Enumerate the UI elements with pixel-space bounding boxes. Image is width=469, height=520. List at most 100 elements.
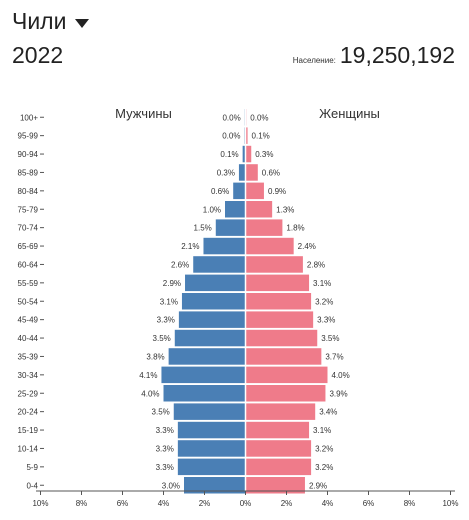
bar-male [177, 421, 246, 439]
bar-male [193, 256, 246, 273]
data-label-female: 3.5% [321, 334, 339, 343]
bar-female [245, 421, 310, 439]
bar-male [233, 182, 246, 200]
data-label-female: 4.0% [332, 371, 350, 380]
data-label-female: 0.0% [250, 113, 268, 122]
bar-female [245, 201, 273, 218]
data-label-male: 4.0% [141, 389, 159, 398]
age-label: 60-64 [18, 260, 39, 269]
bar-female [245, 458, 312, 476]
age-label: 80-84 [18, 187, 39, 196]
bar-male [185, 274, 246, 292]
bar-male [238, 164, 246, 181]
population-block: Население: 19,250,192 [293, 42, 455, 69]
data-label-male: 0.6% [211, 187, 229, 196]
data-label-male: 4.1% [139, 371, 157, 380]
age-label: 95-99 [18, 132, 39, 141]
data-label-male: 3.3% [156, 426, 174, 435]
bar-male [178, 311, 246, 328]
data-label-male: 1.5% [194, 224, 212, 233]
data-label-male: 3.3% [157, 316, 175, 325]
age-label: 30-34 [18, 371, 39, 380]
data-label-female: 3.2% [315, 463, 333, 472]
bar-female [245, 477, 305, 494]
x-tick-label: 2% [199, 499, 211, 508]
age-label: 85-89 [18, 168, 39, 177]
age-label: 70-74 [18, 224, 39, 233]
data-label-male: 2.9% [163, 279, 181, 288]
data-label-female: 3.2% [315, 297, 333, 306]
bar-female [245, 219, 283, 236]
age-label: 10-14 [18, 444, 39, 453]
data-label-female: 1.8% [286, 224, 304, 233]
country-selector[interactable]: Чили [12, 8, 90, 35]
data-label-male: 3.5% [152, 408, 170, 417]
x-tick-label: 2% [281, 499, 293, 508]
bar-female [245, 274, 310, 292]
x-tick-label: 6% [117, 499, 129, 508]
age-label: 90-94 [18, 150, 39, 159]
data-label-male: 3.0% [162, 481, 180, 490]
data-label-male: 2.6% [171, 260, 189, 269]
bar-male [215, 219, 246, 236]
data-label-male: 3.3% [156, 444, 174, 453]
bar-male [181, 293, 246, 310]
data-label-male: 0.3% [217, 168, 235, 177]
x-tick-label: 10% [32, 499, 48, 508]
bar-male [168, 348, 246, 365]
data-label-female: 3.7% [325, 352, 343, 361]
data-label-male: 3.5% [153, 334, 171, 343]
data-label-female: 0.3% [255, 150, 273, 159]
bar-male [184, 477, 246, 494]
data-label-female: 3.1% [313, 426, 331, 435]
age-label: 20-24 [18, 408, 39, 417]
bar-female [245, 256, 303, 273]
bar-female [245, 440, 312, 457]
data-label-female: 2.9% [309, 481, 327, 490]
data-label-female: 0.9% [268, 187, 286, 196]
data-label-female: 3.3% [317, 316, 335, 325]
age-label: 0-4 [26, 481, 38, 490]
x-tick-label: 4% [158, 499, 170, 508]
age-label: 45-49 [18, 316, 39, 325]
age-label: 40-44 [18, 334, 39, 343]
x-tick-label: 8% [404, 499, 416, 508]
age-label: 75-79 [18, 205, 39, 214]
data-label-female: 3.9% [329, 389, 347, 398]
x-tick-label: 10% [442, 499, 458, 508]
bar-male [242, 145, 246, 163]
x-tick-label: 4% [322, 499, 334, 508]
x-tick-label: 8% [76, 499, 88, 508]
caret-down-icon[interactable] [75, 18, 90, 28]
population-value: 19,250,192 [339, 42, 455, 68]
age-label: 5-9 [26, 463, 38, 472]
country-name: Чили [12, 8, 67, 34]
data-label-female: 3.4% [319, 408, 337, 417]
bar-female [245, 182, 264, 200]
bar-male [174, 329, 246, 347]
bar-male [173, 403, 246, 420]
data-label-male: 1.0% [203, 205, 221, 214]
data-label-female: 2.8% [307, 260, 325, 269]
x-tick-label: 6% [363, 499, 375, 508]
x-tick-label: 0% [240, 499, 252, 508]
data-label-male: 3.3% [156, 463, 174, 472]
series-label-male: Мужчины [115, 106, 172, 121]
data-label-female: 0.1% [252, 132, 270, 141]
age-label: 15-19 [18, 426, 39, 435]
bar-female [245, 164, 258, 181]
bar-female [245, 127, 248, 144]
data-label-female: 1.3% [276, 205, 294, 214]
data-label-male: 0.0% [222, 113, 240, 122]
age-label: 100+ [20, 113, 38, 122]
age-label: 25-29 [18, 389, 39, 398]
bar-male [225, 201, 246, 218]
age-label: 35-39 [18, 352, 39, 361]
bar-female [245, 237, 294, 255]
bar-female [245, 329, 318, 347]
series-label-female: Женщины [319, 106, 380, 121]
bar-male [177, 458, 246, 476]
bar-female [245, 145, 252, 163]
age-label: 55-59 [18, 279, 39, 288]
